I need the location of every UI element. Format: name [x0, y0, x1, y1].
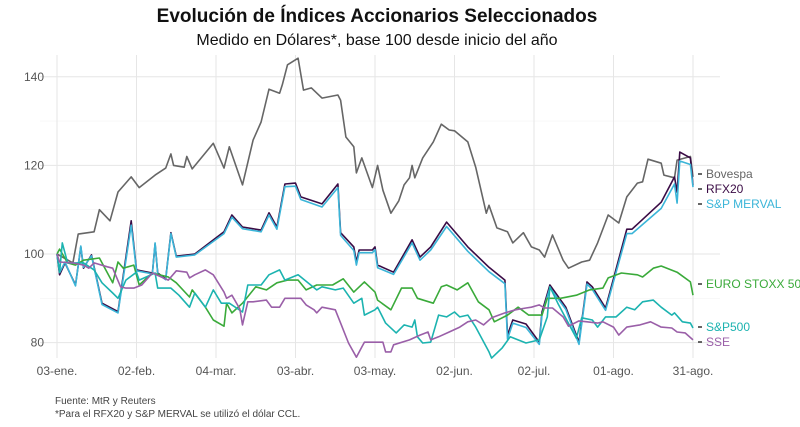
x-tick-label: 03-may. [354, 364, 396, 378]
series-line-sse [56, 253, 694, 359]
chart-title: Evolución de Índices Accionarios Selecci… [156, 6, 598, 27]
series-label-bovespa: Bovespa [706, 167, 753, 181]
series-line-bovespa [56, 57, 694, 270]
x-tick-label: 03-abr. [277, 364, 314, 378]
y-tick-label: 80 [31, 336, 45, 350]
x-tick-label: 01-ago. [593, 364, 634, 378]
y-tick-label: 120 [24, 158, 44, 172]
x-tick-label: 04-mar. [196, 364, 237, 378]
footnote: *Para el RFX20 y S&P MERVAL se utilizó e… [55, 409, 301, 420]
x-tick-label: 31-ago. [673, 364, 714, 378]
y-tick-label: 140 [24, 70, 44, 84]
x-tick-label: 02-jul. [518, 364, 551, 378]
series-label-sse: SSE [706, 335, 730, 349]
source-note: Fuente: MtR y Reuters [55, 396, 156, 407]
series-label-s-p500: S&P500 [706, 320, 750, 334]
x-tick-label: 02-jun. [436, 364, 473, 378]
x-tick-label: 02-feb. [118, 364, 155, 378]
y-tick-label: 100 [24, 247, 44, 261]
x-tick-label: 03-ene. [37, 364, 78, 378]
series-label-rfx20: RFX20 [706, 182, 744, 196]
series-label-euro-stoxx-50: EURO STOXX 50 [706, 277, 800, 291]
chart-subtitle: Medido en Dólares*, base 100 desde inici… [196, 32, 558, 49]
series-line-s-p-merval [56, 160, 694, 346]
series-label-s-p-merval: S&P MERVAL [706, 197, 782, 211]
